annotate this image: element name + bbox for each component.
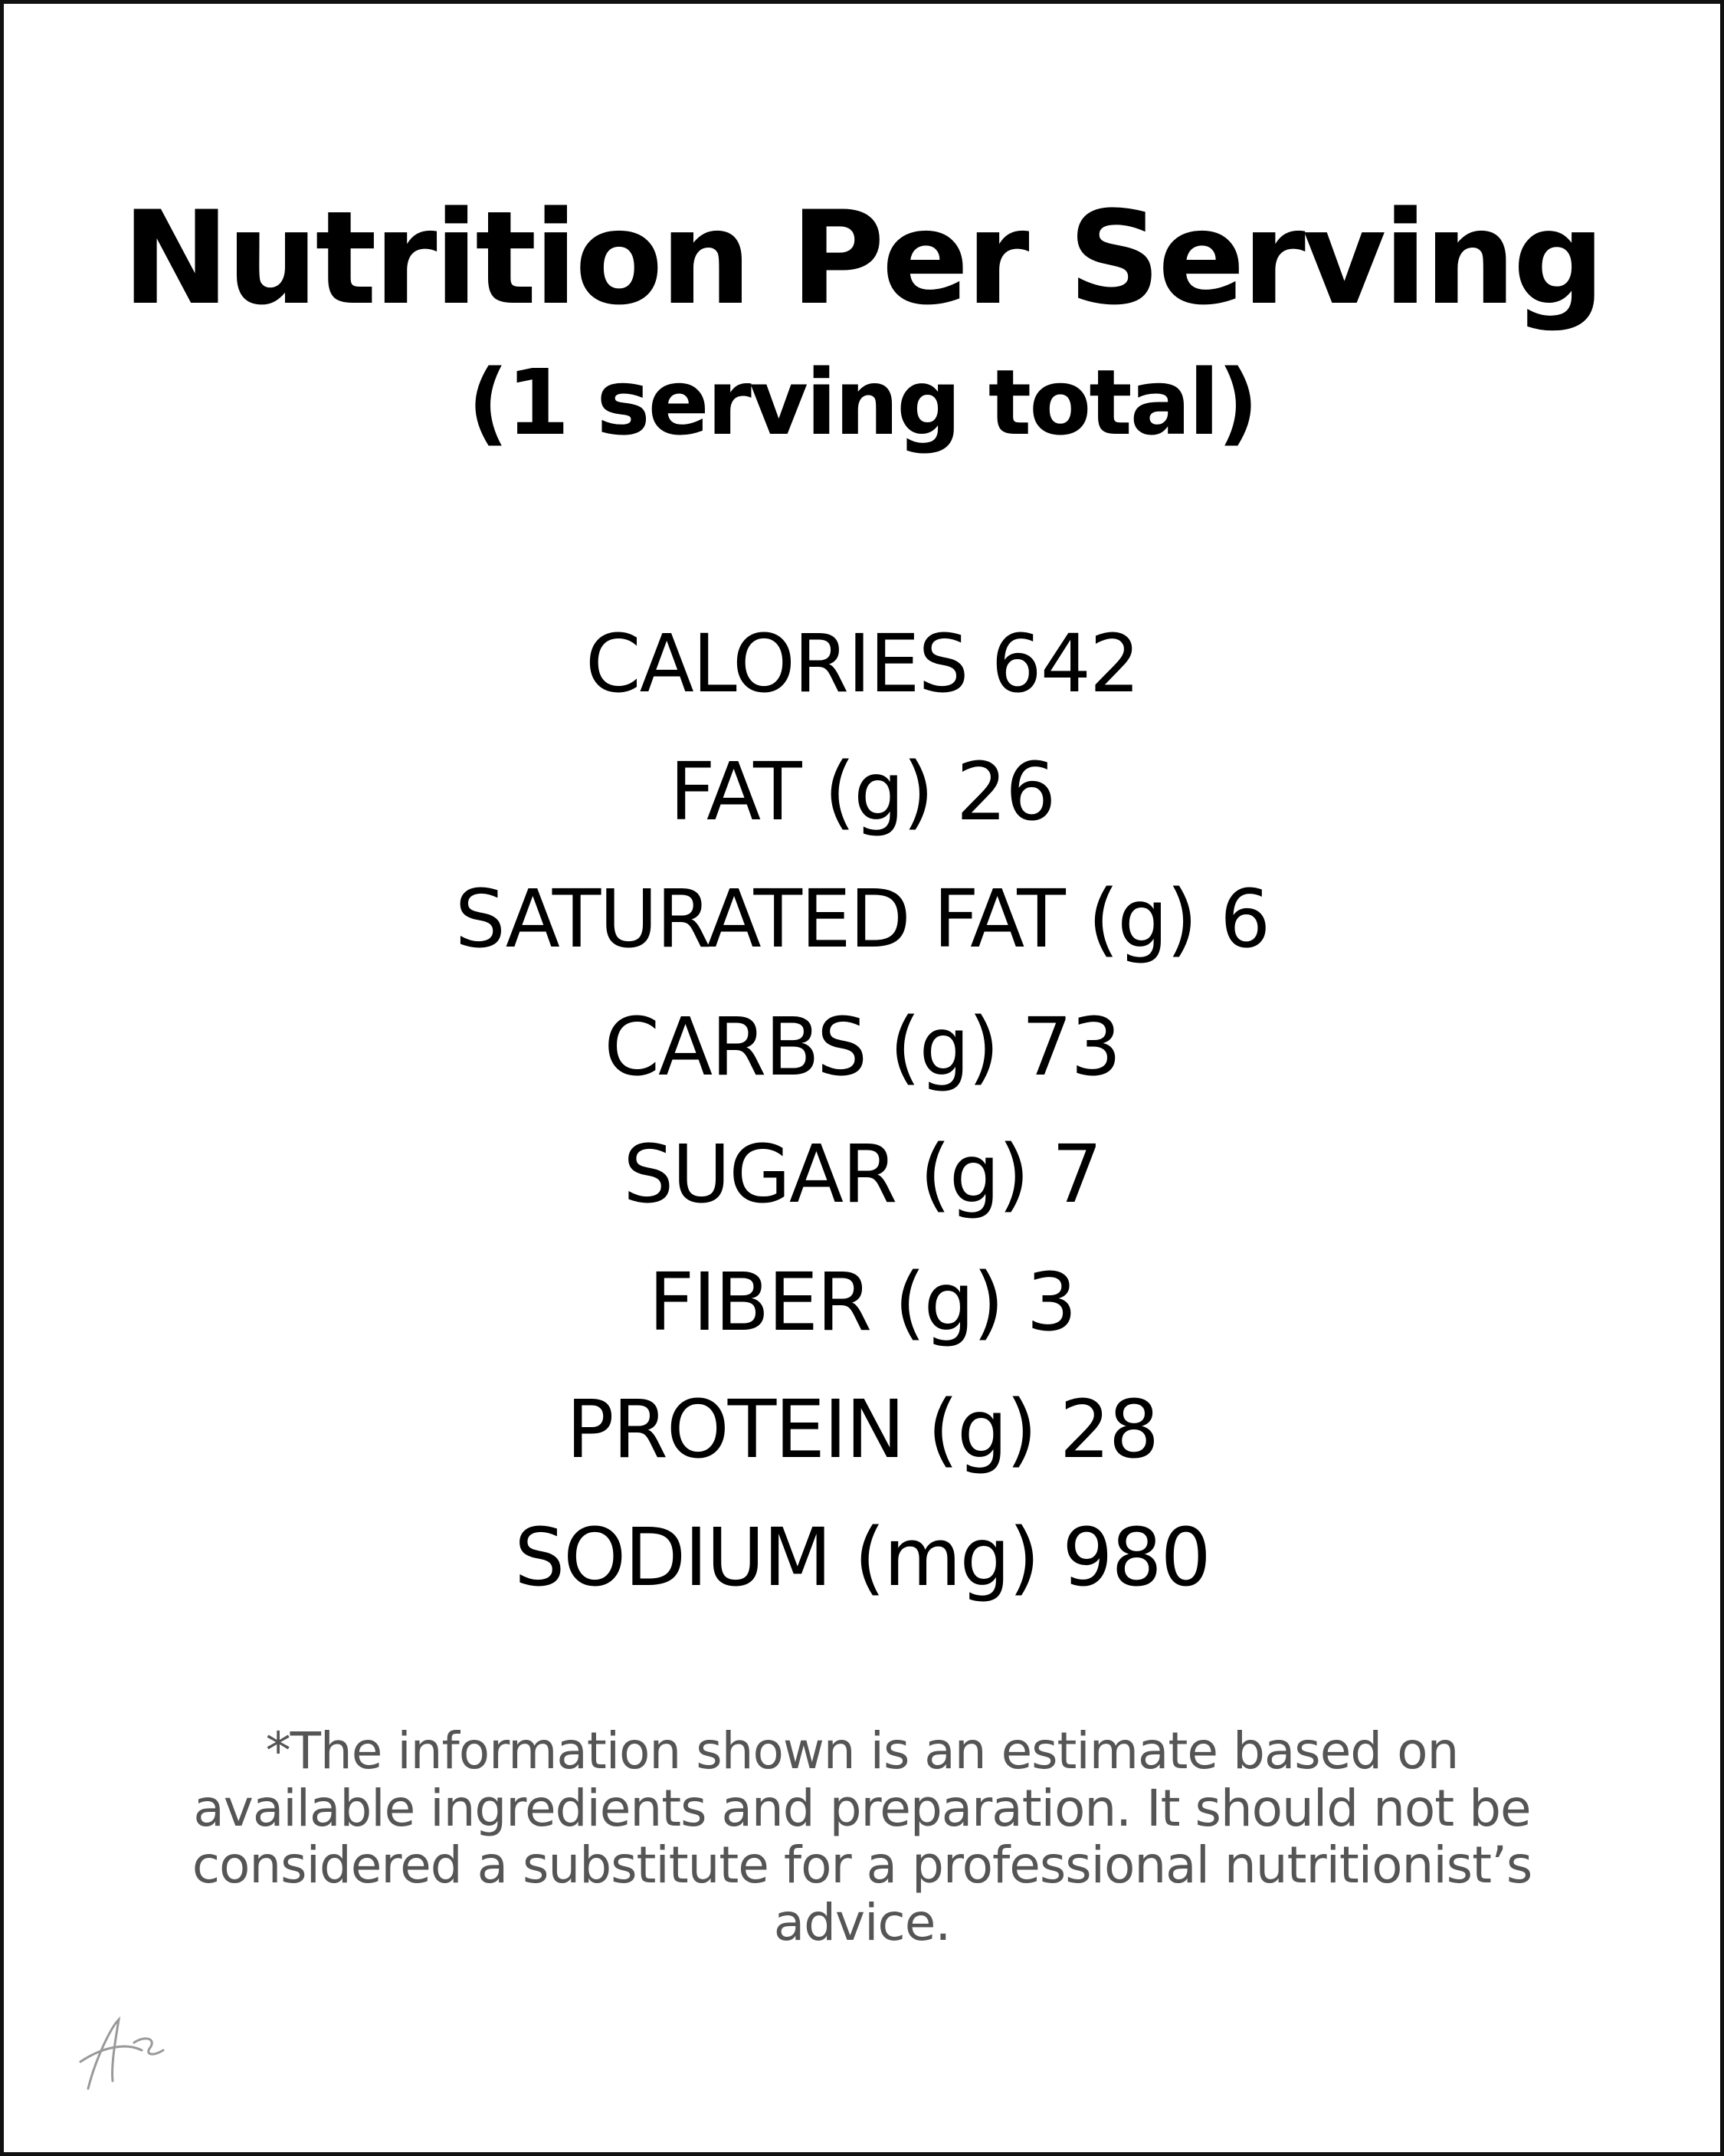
nutrient-row: FIBER (g) 3 <box>4 1252 1720 1352</box>
nutrient-row: PROTEIN (g) 28 <box>4 1380 1720 1479</box>
nutrient-row: SUGAR (g) 7 <box>4 1124 1720 1224</box>
nutrient-value: 642 <box>991 617 1141 710</box>
nutrient-value: 26 <box>955 744 1056 838</box>
nutrient-label: FIBER (g) <box>648 1255 1004 1349</box>
signature <box>79 2016 165 2090</box>
nutrient-value: 7 <box>1051 1127 1103 1221</box>
nutrient-row: CALORIES 642 <box>4 614 1720 714</box>
nutrient-row: SODIUM (mg) 980 <box>4 1508 1720 1607</box>
nutrient-label: SATURATED FAT (g) <box>454 872 1198 966</box>
nutrient-label: FAT (g) <box>669 744 934 838</box>
disclaimer-line: *The information shown is an estimate ba… <box>265 1721 1460 1780</box>
nutrient-value: 6 <box>1220 872 1270 966</box>
disclaimer-line: considered a substitute for a profession… <box>192 1836 1533 1895</box>
nutrient-label: PROTEIN (g) <box>565 1383 1037 1476</box>
nutrient-label: CARBS (g) <box>604 999 999 1094</box>
title: Nutrition Per Serving <box>122 183 1605 333</box>
disclaimer-line: available ingredients and preparation. I… <box>193 1778 1531 1838</box>
nutrient-row: CARBS (g) 73 <box>4 997 1720 1097</box>
nutrient-label: SODIUM (mg) <box>514 1510 1040 1604</box>
nutrient-row: FAT (g) 26 <box>4 742 1720 842</box>
disclaimer-line: advice. <box>773 1892 952 1952</box>
subtitle: (1 serving total) <box>467 349 1258 455</box>
nutrient-label: SUGAR (g) <box>623 1127 1029 1221</box>
nutrient-row: SATURATED FAT (g) 6 <box>4 869 1720 969</box>
nutrient-label: CALORIES <box>585 617 969 710</box>
nutrient-value: 980 <box>1062 1510 1211 1604</box>
nutrient-value: 73 <box>1021 999 1121 1094</box>
nutrient-value: 28 <box>1059 1383 1159 1476</box>
nutrient-value: 3 <box>1026 1255 1077 1349</box>
